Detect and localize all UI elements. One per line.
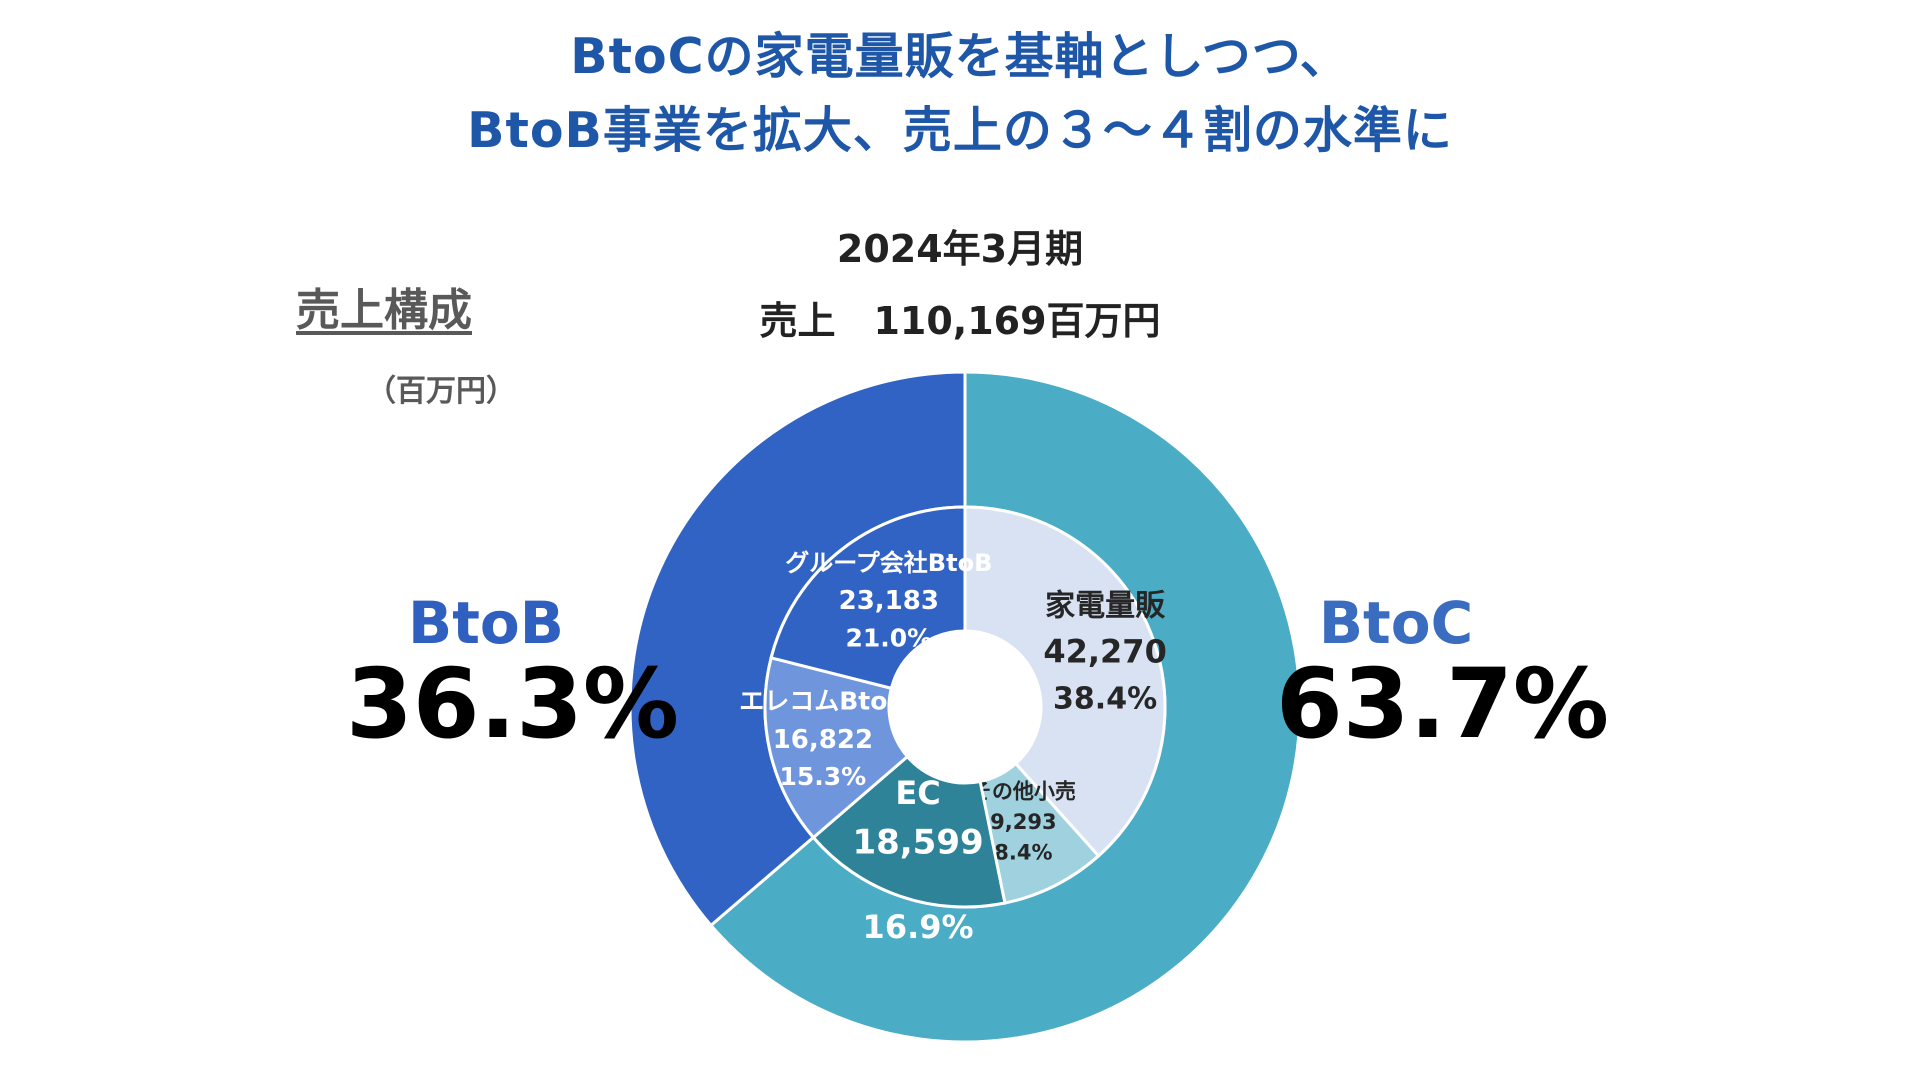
- btob-segment-name: BtoB: [408, 589, 564, 657]
- btob-segment-share: 36.3%: [346, 648, 680, 760]
- sales-total: 売上 110,169百万円: [759, 299, 1161, 343]
- inner-label-share-other-retail: 8.4%: [994, 841, 1052, 865]
- headline-line-1: BtoCの家電量販を基軸としつつ、: [570, 28, 1350, 85]
- section-title: 売上構成: [296, 285, 472, 336]
- inner-label-share-ec: 16.9%: [863, 908, 974, 946]
- inner-label-name-home-appliance: 家電量販: [1045, 589, 1166, 624]
- headline-line-2: BtoB事業を拡大、売上の３～４割の水準に: [467, 102, 1453, 159]
- inner-label-value-elecom-btob: 16,822: [773, 725, 873, 755]
- inner-label-name-group-btob: グループ会社BtoB: [785, 549, 992, 577]
- unit-label: （百万円）: [366, 374, 516, 409]
- inner-label-name-elecom-btob: エレコムBtoB: [739, 687, 906, 716]
- inner-label-name-other-retail: その他小売: [971, 780, 1076, 804]
- btoc-segment-share: 63.7%: [1276, 648, 1610, 760]
- inner-label-value-home-appliance: 42,270: [1043, 632, 1166, 670]
- inner-label-share-elecom-btob: 15.3%: [780, 762, 867, 791]
- chart-period: 2024年3月期: [836, 227, 1084, 271]
- donut-hole: [889, 631, 1041, 783]
- inner-label-value-ec: 18,599: [852, 823, 983, 863]
- btoc-segment-name: BtoC: [1318, 589, 1474, 657]
- inner-label-name-ec: EC: [895, 774, 940, 812]
- inner-label-share-home-appliance: 38.4%: [1053, 681, 1157, 716]
- inner-label-value-group-btob: 23,183: [839, 586, 939, 616]
- inner-label-value-other-retail: 9,293: [990, 810, 1056, 834]
